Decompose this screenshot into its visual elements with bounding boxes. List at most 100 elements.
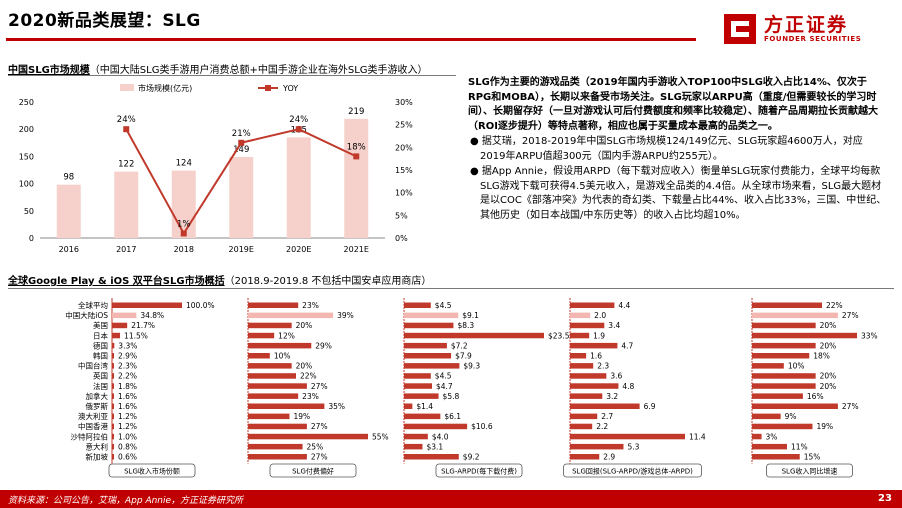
panel-bar-label: 12% — [278, 331, 295, 340]
panel-bar — [404, 454, 459, 460]
panel-bar — [248, 363, 292, 369]
panel-bar-label: 9% — [785, 412, 797, 421]
panel-bar-label: 6.9 — [644, 402, 656, 411]
bar — [344, 118, 369, 238]
panel-bar-label: 11% — [791, 442, 808, 451]
panel-bar-label: $23.5 — [548, 331, 570, 340]
panel-bar-label: 27% — [842, 402, 859, 411]
yoy-label: 1% — [177, 219, 191, 229]
y2-tick-label: 25% — [395, 121, 413, 130]
panel-bar — [570, 433, 685, 440]
y-tick-label: 250 — [19, 98, 34, 107]
title-rule — [6, 38, 696, 41]
panel-bar-label: 33% — [861, 331, 878, 340]
panel-bar — [404, 383, 432, 389]
panel-bar-label: $5.8 — [443, 392, 460, 401]
panel-bar — [112, 312, 137, 319]
panel-bar-label: 11.5% — [124, 331, 148, 340]
y-tick-label: 50 — [24, 207, 34, 216]
panel-bar-label: 3.3% — [118, 341, 137, 350]
analysis-intro: SLG作为主要的游戏品类（2019年国内手游收入TOP100中SLG收入占比14… — [468, 77, 878, 132]
yoy-label: 24% — [117, 115, 136, 125]
panel-bar — [752, 383, 816, 389]
panel-bar-label: 1.6 — [590, 352, 602, 361]
footer-bar — [0, 490, 902, 508]
bar-value-label: 219 — [348, 107, 364, 117]
panel-bar — [570, 443, 624, 450]
panel-bar — [404, 443, 423, 450]
panel-bar-label: 2.2 — [596, 422, 608, 431]
panel-bar-label: 18% — [813, 352, 830, 361]
panel-bar — [112, 353, 115, 359]
panel-bar — [752, 312, 838, 319]
category-label: 俄罗斯 — [86, 401, 109, 411]
panel-bar — [752, 302, 822, 308]
panel-bar — [248, 373, 296, 379]
panel-bar — [112, 332, 121, 339]
panel-bar — [752, 443, 787, 450]
panel-bar — [112, 373, 114, 379]
panel-caption-box — [269, 463, 357, 478]
top-chart-title-bold: 中国SLG市场规模 — [8, 65, 90, 76]
panel-bar-label: 19% — [293, 412, 310, 421]
panel-bar-label: 27% — [311, 382, 328, 391]
panel-bar — [112, 443, 114, 450]
category-label: 沙特阿拉伯 — [71, 431, 109, 441]
panel-bar-label: $4.5 — [435, 372, 452, 381]
panel-bar — [248, 403, 325, 409]
analysis-bullet-2: ● 据App Annie，假设用ARPD（每下载对应收入）衡量单SLG玩家付费能… — [470, 166, 887, 221]
panel-bar — [752, 413, 781, 420]
bar-value-label: 149 — [233, 145, 249, 155]
panel-bar — [248, 413, 290, 420]
panel-bar-label: 29% — [315, 341, 332, 350]
panel-caption: SLG收入同比增速 — [782, 467, 838, 476]
panel-caption-box — [563, 463, 702, 478]
panel-bar — [112, 393, 114, 399]
panel-bar — [404, 413, 441, 420]
panel-bar — [248, 322, 292, 329]
panel-bar — [112, 423, 114, 430]
y-tick-label: 150 — [19, 152, 34, 161]
bar — [229, 156, 254, 238]
panel-bar — [248, 383, 307, 389]
panel-bar-label: 2.2% — [118, 372, 137, 381]
panel-bar-label: 20% — [820, 341, 837, 350]
panel-bar-label: 15% — [804, 453, 821, 462]
bar-value-label: 98 — [63, 173, 74, 183]
panel-bar-label: 0.6% — [118, 453, 137, 462]
panel-bar — [112, 363, 114, 369]
panel-bar-label: 3.4 — [608, 321, 620, 330]
panel-bar-label: $1.4 — [416, 402, 433, 411]
global-slg-chart: 全球平均中国大陆iOS美国日本德国韩国中国台湾英国法国加拿大俄罗斯澳大利亚中国香… — [65, 298, 878, 478]
logo-text: 方正证券 — [764, 14, 849, 36]
yoy-label: 21% — [232, 129, 251, 139]
panel-caption: SLG回报(SLG-ARPD/游戏总体-ARPD) — [572, 467, 693, 476]
x-tick-label: 2021E — [344, 245, 369, 254]
panel-bar — [570, 363, 594, 369]
panel-bar — [404, 403, 413, 409]
top-chart-rule — [8, 75, 456, 76]
panel-bar — [248, 454, 307, 460]
panel-bar-label: 1.6% — [118, 392, 137, 401]
panel-bar — [112, 322, 128, 329]
panel-bar-label: 2.9 — [603, 453, 615, 462]
panel-bar-label: 23% — [302, 301, 319, 310]
category-label: 新加坡 — [86, 452, 109, 462]
y2-tick-label: 5% — [395, 211, 408, 220]
y-tick-label: 200 — [19, 125, 34, 134]
panel-bar — [752, 433, 762, 440]
panel-bar — [248, 353, 270, 359]
panel-bar-label: $8.3 — [457, 321, 474, 330]
panel-bar-label: $3.1 — [426, 442, 443, 451]
market-size-chart: 市场规模(亿元) YOY 0 50 100 150 200 250 0% 5% 10% 15% 20% 2… — [19, 83, 413, 254]
panel-bar — [570, 423, 593, 430]
analysis-bullet-1: ● 据艾瑞，2018-2019年中国SLG市场规模124/149亿元、SLG玩家… — [470, 136, 863, 162]
panel-bar-label: 55% — [372, 432, 389, 441]
panel-bar — [752, 353, 810, 359]
analysis-bullet-2-text: 据App Annie，假设用ARPD（每下载对应收入）衡量单SLG玩家付费能力，… — [480, 166, 887, 221]
panel-bar — [112, 454, 114, 460]
category-label: 美国 — [93, 320, 108, 330]
panel-bar — [112, 302, 182, 308]
category-label: 中国台湾 — [78, 361, 108, 371]
panel-bar-label: 5.3 — [627, 442, 639, 451]
